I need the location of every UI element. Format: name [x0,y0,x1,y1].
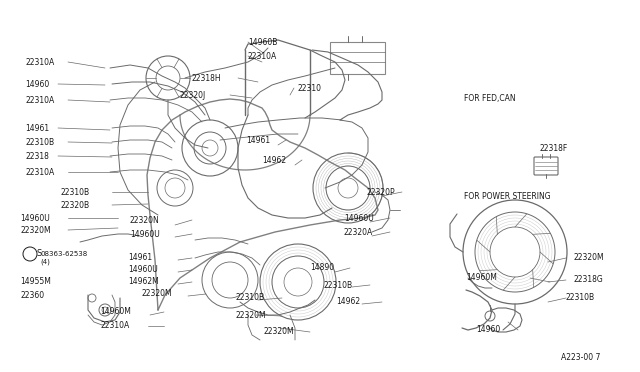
Text: 14962: 14962 [262,155,286,164]
Text: S: S [36,250,41,259]
Text: 22320J: 22320J [180,90,206,99]
Text: 14955M: 14955M [20,278,51,286]
Text: 22320P: 22320P [367,187,396,196]
Text: 22320M: 22320M [574,253,605,263]
Text: 14960: 14960 [25,80,49,89]
Text: 14961: 14961 [25,124,49,132]
Text: 22310B: 22310B [566,294,595,302]
Text: 22320M: 22320M [20,225,51,234]
Text: (4): (4) [40,259,50,265]
Text: 22310A: 22310A [100,321,129,330]
Bar [330,42,385,74]
Text: 22310A: 22310A [25,58,54,67]
Text: 14960B: 14960B [248,38,277,46]
Text: 22320M: 22320M [264,327,294,337]
Text: 14960U: 14960U [128,266,157,275]
Text: 14960U: 14960U [20,214,50,222]
Text: 22320M: 22320M [236,311,267,321]
Text: 22360: 22360 [20,292,44,301]
Text: 14960M: 14960M [100,308,131,317]
Text: 14890: 14890 [310,263,334,273]
Text: 14961: 14961 [128,253,152,263]
Text: 08363-62538: 08363-62538 [40,251,87,257]
Text: 22310B: 22310B [324,280,353,289]
Text: 14960: 14960 [476,326,500,334]
Text: 22310A: 22310A [248,51,277,61]
Text: 22310B: 22310B [25,138,54,147]
Text: 14962: 14962 [336,298,360,307]
Text: 22310A: 22310A [25,167,54,176]
Text: A223-00 7: A223-00 7 [561,353,600,362]
Text: 22318F: 22318F [540,144,568,153]
Text: 22318: 22318 [25,151,49,160]
Text: 14960U: 14960U [130,230,160,238]
Text: 14960U: 14960U [344,214,374,222]
Text: 22320N: 22320N [130,215,160,224]
Text: 22318H: 22318H [192,74,221,83]
Text: 22310: 22310 [298,83,322,93]
Text: 22320B: 22320B [60,201,89,209]
Text: FOR FED,CAN: FOR FED,CAN [464,93,516,103]
Text: 22310B: 22310B [236,294,265,302]
Text: 22310B: 22310B [60,187,89,196]
Text: FOR POWER STEERING: FOR POWER STEERING [464,192,550,201]
Text: 14962M: 14962M [128,278,159,286]
Text: 14960M: 14960M [466,273,497,282]
Text: 22310A: 22310A [25,96,54,105]
Text: 22320A: 22320A [344,228,373,237]
Text: 14961: 14961 [246,135,270,144]
Text: 22320M: 22320M [142,289,173,298]
Text: 22318G: 22318G [574,276,604,285]
